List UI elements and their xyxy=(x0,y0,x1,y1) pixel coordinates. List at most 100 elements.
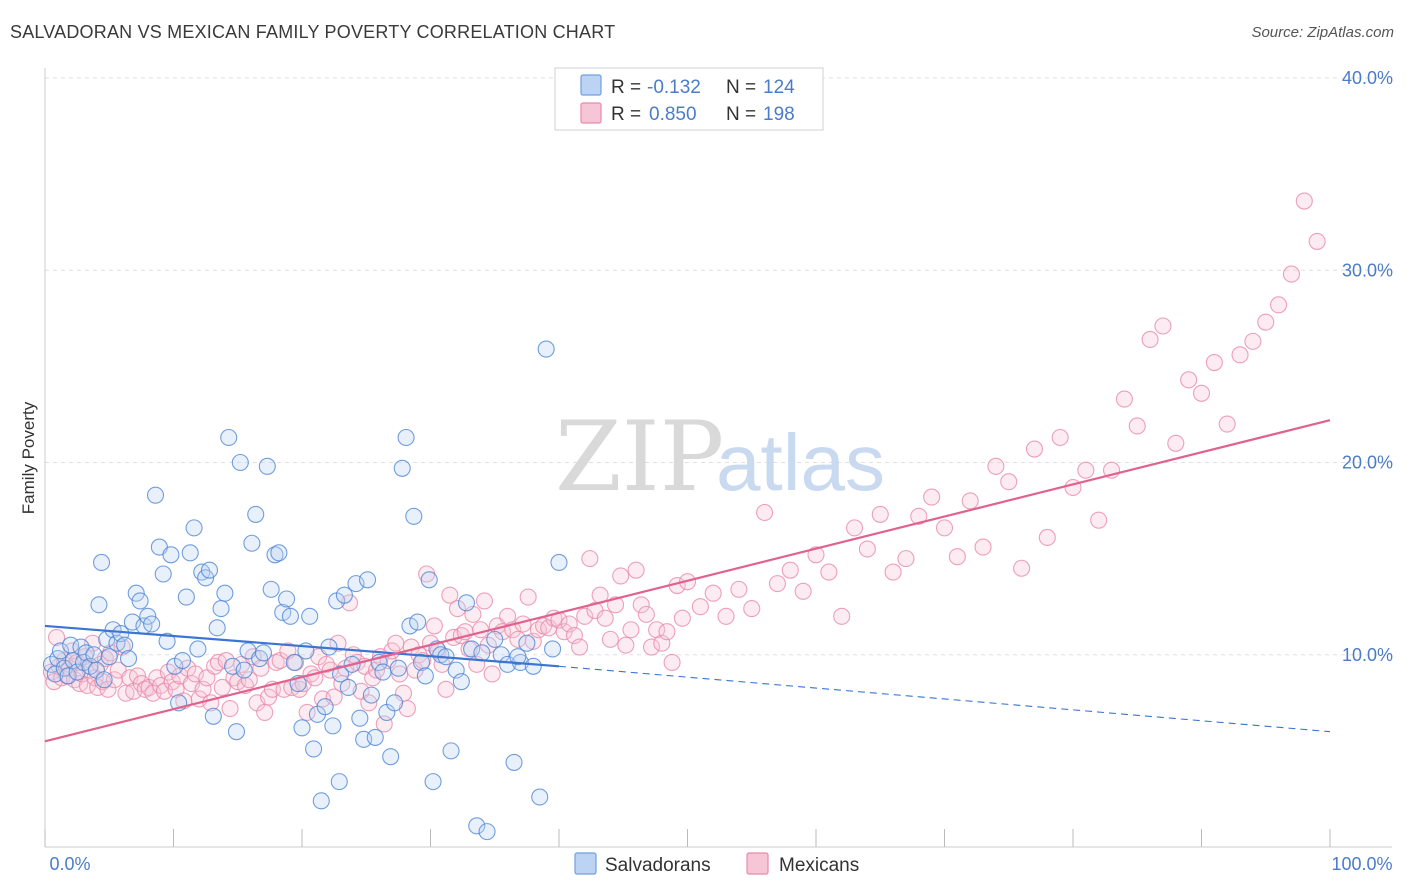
salvadoran-point xyxy=(162,546,180,564)
salvadoran-trend-extension xyxy=(558,665,1331,733)
mexican-point xyxy=(425,617,443,635)
salvadoran-point xyxy=(305,740,323,758)
y-tick-label: 20.0% xyxy=(1342,453,1393,473)
salvadoran-point xyxy=(243,534,261,552)
mexican-point xyxy=(1257,313,1275,331)
salvadoran-point xyxy=(550,553,568,572)
salvadoran-point xyxy=(146,486,165,504)
salvadoran-point xyxy=(424,773,442,791)
salvadoran-point xyxy=(486,630,504,648)
salvadoran-point xyxy=(231,453,249,472)
legend-r-label-2: R = xyxy=(611,104,641,125)
salvadoran-point xyxy=(90,596,108,614)
salvadoran-point xyxy=(278,590,296,608)
mexican-point xyxy=(1295,192,1313,210)
mexican-point xyxy=(884,563,902,581)
salvadoran-point xyxy=(374,663,392,681)
salvadoran-point xyxy=(181,544,199,562)
salvadoran-point xyxy=(154,565,172,583)
salvadoran-point xyxy=(524,657,542,675)
mexican-point xyxy=(781,561,799,579)
chart-source: Source: ZipAtlas.com xyxy=(1251,24,1394,41)
y-tick-label: 40.0% xyxy=(1342,68,1393,88)
salvadoran-point xyxy=(362,686,380,704)
mexican-point xyxy=(897,550,915,568)
salvadoran-point xyxy=(324,717,342,735)
y-tick-label: 10.0% xyxy=(1342,645,1393,665)
salvadoran-point xyxy=(397,428,415,447)
salvadoran-point xyxy=(116,636,134,654)
mexican-point xyxy=(441,586,459,604)
mexican-point xyxy=(845,519,864,537)
legend-n-value-1: 124 xyxy=(763,77,795,98)
salvadoran-point xyxy=(457,594,476,612)
salvadoran-point xyxy=(301,607,319,625)
salvadoran-point xyxy=(247,505,265,523)
salvadoran-point xyxy=(254,644,273,662)
salvadoran-point xyxy=(208,619,226,637)
salvadoran-point xyxy=(358,571,377,589)
salvadoran-point xyxy=(331,665,350,683)
salvadoran-point xyxy=(505,753,523,771)
salvadoran-point xyxy=(212,600,230,618)
legend-swatch-mexicans xyxy=(580,102,602,124)
salvadoran-point xyxy=(173,651,192,670)
mexican-point xyxy=(642,638,661,656)
salvadoran-point xyxy=(405,507,423,525)
salvadoran-point xyxy=(509,648,527,666)
mexican-point xyxy=(596,609,614,627)
mexican-point xyxy=(1231,346,1249,364)
salvadoran-point xyxy=(518,634,536,652)
mexican-point xyxy=(1077,461,1095,479)
mexican-point xyxy=(807,546,825,564)
y-tick-label: 30.0% xyxy=(1342,260,1393,280)
salvadoran-point xyxy=(158,632,176,650)
mexican-point xyxy=(756,503,774,522)
watermark-atlas: atlas xyxy=(716,418,885,507)
mexican-point xyxy=(298,703,316,721)
grid-lines xyxy=(45,77,1392,656)
salvadoran-point xyxy=(366,728,384,746)
mexican-point xyxy=(658,623,676,641)
mexican-point xyxy=(730,580,748,598)
mexican-point xyxy=(961,492,979,510)
axes xyxy=(44,68,1392,848)
mexican-point xyxy=(673,609,691,627)
mexican-point xyxy=(519,588,537,606)
mexican-point xyxy=(923,488,941,506)
salvadoran-point xyxy=(330,773,348,791)
salvadoran-point xyxy=(59,667,77,685)
salvadoran-point xyxy=(92,553,111,572)
mexican-point xyxy=(1270,296,1288,314)
x-tick-label-max: 100.0% xyxy=(1331,854,1392,874)
mexican-point xyxy=(1154,317,1172,335)
mexican-point xyxy=(717,607,735,625)
mexican-point xyxy=(1167,434,1185,452)
salvadoran-point xyxy=(131,592,149,610)
salvadoran-point xyxy=(335,586,353,604)
legend-bottom: Salvadorans Mexicans xyxy=(574,852,859,876)
legend-bottom-label-salvadorans: Salvadorans xyxy=(605,855,711,876)
salvadoran-point xyxy=(478,823,496,841)
legend-swatch-salvadorans xyxy=(580,74,602,96)
salvadoran-point xyxy=(312,792,330,810)
salvadoran-point xyxy=(385,694,404,712)
salvadoran-point xyxy=(531,788,549,806)
y-tick-labels: 10.0% 20.0% 30.0% 40.0% xyxy=(1342,68,1393,665)
salvadoran-point xyxy=(281,607,299,625)
salvadoran-point xyxy=(537,340,555,358)
mexican-point xyxy=(576,607,594,625)
salvadoran-point xyxy=(200,561,219,579)
salvadoran-point xyxy=(409,613,427,631)
salvadoran-point xyxy=(382,748,400,766)
mexican-point xyxy=(617,636,635,654)
salvadoran-point xyxy=(416,667,434,685)
salvadoran-point xyxy=(285,653,303,671)
trend-lines xyxy=(44,419,1331,743)
mexican-point xyxy=(1282,265,1300,283)
mexican-point xyxy=(1308,232,1326,250)
mexican-point xyxy=(221,700,239,718)
salvadoran-point xyxy=(119,650,138,668)
legend-bottom-label-mexicans: Mexicans xyxy=(779,855,859,876)
mexican-point xyxy=(1218,415,1236,433)
